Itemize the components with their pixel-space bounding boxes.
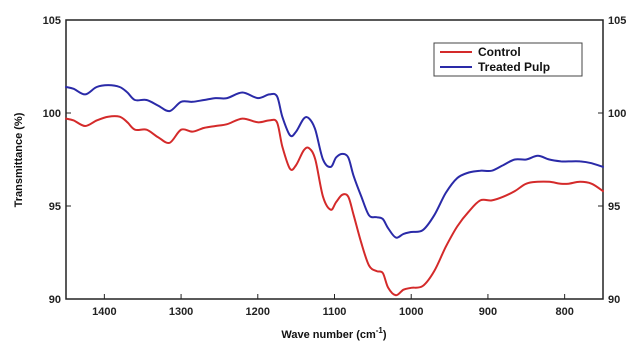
x-tick-label: 1100: [323, 306, 347, 318]
series-line-treated-pulp: [66, 85, 603, 238]
y-tick-label-right: 100: [608, 108, 626, 120]
x-axis-title-main: Wave number (cm: [281, 329, 376, 341]
y-tick-label-right: 105: [608, 15, 626, 27]
x-axis-title-close: ): [383, 329, 387, 341]
y-tick-label-left: 100: [43, 108, 61, 120]
y-tick-label-left: 95: [49, 201, 61, 213]
x-axis-title: Wave number (cm-1): [281, 326, 386, 341]
x-tick-label: 1000: [399, 306, 423, 318]
legend: Control Treated Pulp: [434, 43, 582, 76]
x-tick-label: 1200: [246, 306, 270, 318]
y-axis-title: Transmittance (%): [13, 112, 25, 207]
legend-label-treated-pulp: Treated Pulp: [478, 60, 550, 74]
series-layer: [66, 85, 603, 295]
y-tick-label-left: 105: [43, 15, 61, 27]
legend-label-control: Control: [478, 45, 521, 59]
y-tick-label-left: 90: [49, 294, 61, 306]
series-line-control: [66, 116, 603, 295]
y-tick-label-right: 90: [608, 294, 620, 306]
y-tick-label-right: 95: [608, 201, 620, 213]
x-tick-label: 800: [555, 306, 573, 318]
x-tick-label: 1400: [92, 306, 116, 318]
x-tick-label: 900: [479, 306, 497, 318]
x-tick-label: 1300: [169, 306, 193, 318]
